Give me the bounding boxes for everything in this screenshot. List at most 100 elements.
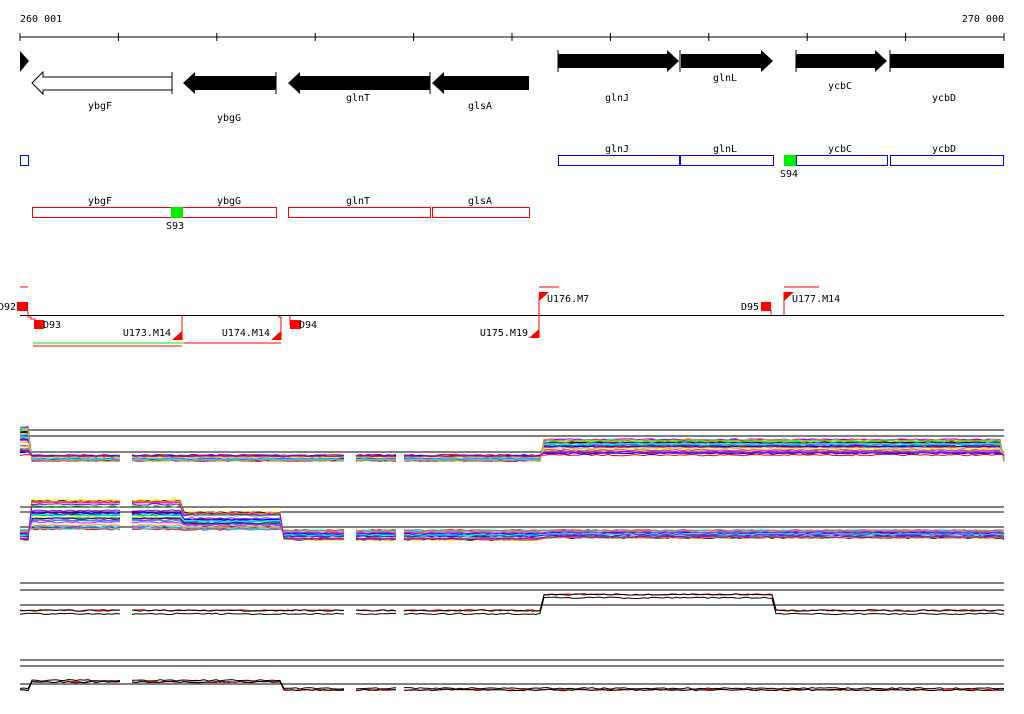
trace-line [404, 687, 1004, 690]
gene-ybgG[interactable] [183, 72, 276, 94]
trace-line [355, 535, 397, 538]
operon-label: ycbC [828, 144, 852, 155]
forward-operon-track: glnJ glnL ycbC ycbD S94 [20, 144, 1004, 180]
trace-line [19, 511, 120, 537]
trace-line [355, 687, 397, 690]
gene-label: ycbC [828, 81, 852, 92]
trace-line [131, 521, 345, 534]
trace-line [19, 680, 121, 692]
trace-line [355, 609, 397, 612]
gene-label: glnJ [605, 93, 629, 104]
trace-line [131, 459, 345, 462]
trace-line [19, 427, 121, 462]
trace-line [19, 609, 120, 612]
trace-line [19, 527, 121, 532]
trace-line [132, 454, 345, 458]
expression-traces [19, 425, 1005, 692]
feature-label: U174.M14 [222, 328, 270, 339]
trace-line [132, 679, 345, 690]
feature-marker[interactable] [17, 302, 28, 311]
gene-label: glnL [713, 73, 737, 84]
trace-line [131, 504, 345, 540]
trace-line [355, 612, 397, 615]
trace-line [355, 537, 397, 540]
flag-icon[interactable] [539, 292, 549, 301]
trace-line [19, 503, 121, 540]
operon-label: ybgG [217, 196, 241, 207]
feature-marker[interactable] [34, 320, 44, 329]
feature-label: U175.M19 [480, 328, 528, 339]
trace-line [355, 454, 397, 458]
trace-line [356, 532, 397, 535]
operon-label: ybgF [88, 196, 112, 207]
trace-line [131, 456, 345, 459]
operon-box[interactable] [558, 155, 680, 166]
site-marker[interactable] [171, 207, 183, 218]
feature-marker[interactable] [761, 302, 771, 311]
trace-line [19, 519, 121, 534]
operon-label: glnJ [605, 144, 629, 155]
trace-line [19, 521, 120, 534]
gene-ybgF[interactable] [31, 70, 173, 96]
trace-line [131, 609, 344, 612]
gene-glnJ[interactable] [558, 50, 679, 72]
operon-box[interactable] [20, 155, 29, 166]
feature-marker[interactable] [290, 320, 301, 329]
trace-line [131, 612, 345, 616]
gene-ycbC[interactable] [796, 50, 887, 72]
flag-icon[interactable] [529, 329, 539, 338]
flag-icon[interactable] [271, 331, 281, 340]
gene-track: ybgF ybgG glnT glsA glnJ glnL ycbC ycbD [20, 50, 1004, 124]
gene-glnL[interactable] [681, 50, 773, 72]
gene-label: ybgF [88, 101, 112, 112]
trace-line [403, 596, 1005, 616]
trace-line [19, 680, 121, 692]
trace-line [131, 680, 345, 691]
trace-line [19, 515, 120, 536]
trace-line [19, 524, 121, 533]
gene-label: ycbD [932, 93, 956, 104]
trace-line [19, 679, 121, 690]
trace-line [403, 529, 1005, 532]
ruler-start-label: 260 001 [20, 14, 62, 25]
site-label: S93 [166, 221, 184, 232]
trace-line [403, 688, 1005, 692]
gene-glsA[interactable] [432, 72, 529, 94]
operon-box[interactable] [796, 155, 888, 166]
site-label: S94 [780, 169, 798, 180]
feature-label: U177.M14 [792, 294, 840, 305]
operon-box[interactable] [32, 207, 277, 218]
trace-line [403, 536, 1005, 541]
gene-glnT[interactable] [288, 72, 430, 94]
ruler: 260 001 270 000 [19, 14, 1005, 41]
trace-line [355, 531, 397, 534]
gene-label: glnT [346, 93, 370, 104]
trace-line [356, 688, 397, 691]
gene-ycbD[interactable] [890, 54, 1004, 68]
site-marker[interactable] [784, 155, 796, 166]
gene-label: glsA [468, 101, 492, 112]
feature-label: D95 [741, 302, 759, 313]
feature-label: D92 [0, 302, 16, 313]
trace-line [403, 450, 1005, 458]
trace-line [403, 533, 1005, 538]
feature-track: D92 D93 U173.M14 U174.M14 D94 U175.M19 U… [0, 286, 1004, 347]
operon-box[interactable] [680, 155, 774, 166]
flag-icon[interactable] [784, 292, 794, 301]
operon-label: ycbD [932, 144, 956, 155]
trace-line [403, 593, 1005, 612]
strand-marker-icon [20, 51, 29, 72]
trace-line [403, 447, 1005, 459]
flag-icon[interactable] [172, 331, 182, 340]
trace-line [19, 504, 121, 540]
trace-line [131, 503, 345, 540]
operon-label: glnL [713, 144, 737, 155]
trace-line [20, 433, 121, 461]
operon-box[interactable] [432, 207, 530, 218]
operon-box[interactable] [890, 155, 1004, 166]
reverse-operon-track: ybgF ybgG glnT glsA S93 [32, 196, 530, 232]
operon-box[interactable] [288, 207, 431, 218]
trace-line [19, 509, 121, 538]
feature-label: U176.M7 [547, 294, 589, 305]
trace-line [131, 680, 345, 692]
